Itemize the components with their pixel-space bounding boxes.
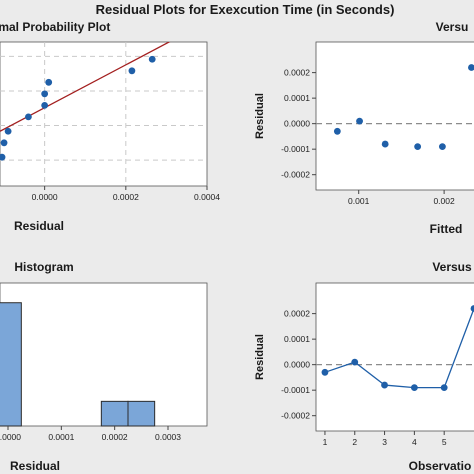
order-x-axis-label: Observatio [409,459,472,473]
histogram-x-tick-label: 0.0000 [0,432,21,442]
order-y-axis-label: Residual [254,334,266,380]
order-data-point [351,358,359,366]
fits-x-axis-label: Fitted [430,222,463,236]
normal-plot-area [0,41,208,187]
normal-x-tick-label: 0.0004 [194,192,220,202]
panel-versus-fits: 0.0002 0.0001 0.0000 -0.0001 -0.0002 0.001 0.0… [254,20,474,236]
order-y-tick-label: 0.0002 [284,309,310,319]
order-series-line [324,308,474,389]
panel-histogram: 0.0000 0.0001 0.0002 0.0003 Residual Histogra… [0,260,208,473]
fits-panel-title: Versu [436,20,469,34]
normal-data-point [25,113,32,121]
histogram-x-tick-label: 0.0003 [155,432,181,442]
histogram-x-tick-label: 0.0001 [48,432,74,442]
panel-versus-order: 0.0002 0.0001 0.0000 -0.0001 -0.0002 1 2 3 4 5 Res… [254,260,474,473]
normal-data-point [0,139,8,147]
fits-y-tick-label: 0.0002 [284,68,310,78]
fits-y-tick-label: 0.0000 [284,119,310,129]
fits-data-point [468,64,474,71]
fits-data-point [439,143,446,151]
order-x-tick-label: 2 [352,437,357,447]
order-y-tick-label: -0.0002 [281,411,310,421]
panels: 0.0000 0.0002 0.0004 Residual rmal Probabili… [0,20,474,473]
normal-data-point [4,127,12,135]
normal-data-point [128,67,136,75]
normal-x-tick-label: 0.0000 [32,192,58,202]
normal-data-point [148,55,156,63]
order-y-tick-label: 0.0000 [284,360,310,370]
order-y-tick-label: -0.0001 [281,385,310,395]
histogram-panel-title: Histogram [14,260,73,274]
fits-data-point [356,117,363,125]
figure-title: Residual Plots for Exexcution Time (in S… [96,2,395,17]
order-x-tick-label: 3 [382,437,387,447]
histogram-x-axis-label: Residual [10,459,60,473]
fits-y-axis-label: Residual [254,93,266,139]
order-x-tick-label: 4 [412,437,417,447]
panel-normal-probability: 0.0000 0.0002 0.0004 Residual rmal Probabili… [0,20,220,233]
fits-y-tick-label: 0.0001 [284,93,310,103]
fits-data-point [414,143,422,151]
fits-y-tick-label: -0.0002 [281,170,310,180]
order-x-tick-label: 5 [442,437,447,447]
order-data-point [381,381,388,389]
order-plot-area [315,282,474,432]
fits-data-point [333,127,341,135]
normal-data-point [41,101,49,109]
normal-data-point [41,90,49,98]
normal-x-tick-label: 0.0002 [113,192,139,202]
order-data-point [470,305,474,312]
order-panel-title: Versus [432,260,472,274]
fits-plot-area [315,41,474,191]
histogram-x-tick-label: 0.0002 [102,432,128,442]
histogram-bar [127,400,156,427]
fits-y-tick-label: -0.0001 [281,144,310,154]
order-y-tick-label: 0.0001 [284,334,310,344]
order-x-tick-label: 1 [323,437,328,447]
order-data-point [440,384,448,392]
fits-x-tick-label: 0.002 [433,196,455,206]
fits-data-point [381,140,389,148]
fits-x-tick-label: 0.001 [348,196,370,206]
order-data-point [321,368,329,376]
histogram-bar [100,400,129,427]
histogram-bar [0,302,22,427]
order-data-point [410,384,418,392]
normal-data-point [0,153,6,161]
normal-panel-title: rmal Probability Plot [0,20,110,34]
normal-x-axis-label: Residual [14,219,64,233]
normal-data-point [45,78,53,86]
